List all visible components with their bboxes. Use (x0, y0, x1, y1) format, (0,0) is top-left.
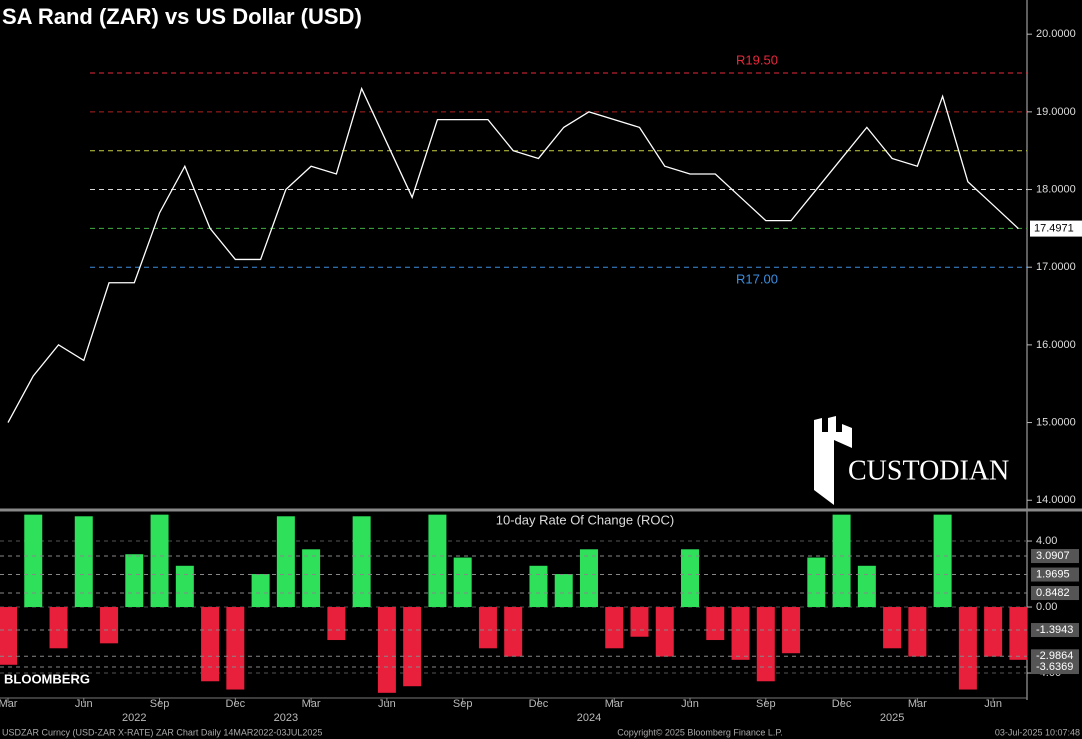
x-tick-label: Sep (150, 698, 170, 710)
roc-bar (428, 514, 447, 608)
price-line (7, 86, 1019, 423)
roc-bar (125, 554, 144, 608)
x-tick-label: Sep (453, 698, 473, 710)
year-label: 2024 (577, 712, 601, 724)
roc-bar (857, 565, 876, 608)
roc-bar (377, 607, 396, 693)
level-label: -3.6369 (1036, 661, 1073, 673)
roc-bar (276, 516, 295, 608)
logo: CUSTODIAN (814, 416, 1009, 505)
level-label: -1.3943 (1036, 624, 1073, 636)
roc-bar (554, 574, 573, 608)
level-label: 0.8482 (1036, 587, 1070, 599)
last-price-label: 17.4971 (1034, 222, 1074, 234)
logo-text: CUSTODIAN (848, 455, 1009, 486)
y-tick-label: 20.0000 (1036, 28, 1076, 40)
x-tick-label: Dec (226, 698, 246, 710)
level-label: 3.0907 (1036, 550, 1070, 562)
y-tick-label: 14.0000 (1036, 494, 1076, 506)
roc-bar (49, 607, 68, 649)
x-tick-label: Mar (302, 698, 321, 710)
roc-bar (251, 574, 270, 608)
source: BLOOMBERG (4, 671, 90, 686)
x-tick-label: Sep (756, 698, 776, 710)
last-price-box (1030, 220, 1082, 237)
roc-bar (352, 516, 371, 608)
level-box (1031, 623, 1079, 638)
roc-bar (883, 607, 902, 649)
year-label: 2022 (122, 712, 146, 724)
panel-title: 10-day Rate Of Change (ROC) (496, 512, 674, 527)
y-tick-label: 19.0000 (1036, 106, 1076, 118)
x-tick-label: Jun (75, 698, 93, 710)
roc-bar (655, 607, 674, 657)
roc-bar (24, 514, 43, 608)
roc-bar (731, 607, 750, 660)
roc-bar (958, 607, 977, 690)
level-label: 1.9695 (1036, 568, 1070, 580)
roc-bar (1009, 607, 1028, 660)
roc-bar (453, 557, 472, 608)
level-box (1031, 549, 1079, 564)
roc-bar (706, 607, 725, 641)
level-box (1031, 567, 1079, 582)
level-box (1031, 586, 1079, 601)
roc-bar (0, 607, 17, 665)
roc-bar (226, 607, 245, 690)
roc-bar (681, 549, 700, 608)
chart-title: SA Rand (ZAR) vs US Dollar (USD) (2, 4, 362, 29)
x-tick-label: Jun (681, 698, 699, 710)
roc-bar (529, 565, 548, 608)
roc-bar (807, 557, 826, 608)
x-tick-label: Jun (984, 698, 1002, 710)
level-label: -2.9864 (1036, 650, 1073, 662)
year-label: 2025 (880, 712, 904, 724)
x-tick-label: Mar (0, 698, 18, 710)
roc-bar (984, 607, 1003, 657)
roc-bar (100, 607, 119, 644)
roc-bar (504, 607, 523, 657)
x-tick-label: Mar (605, 698, 624, 710)
x-tick-label: Mar (908, 698, 927, 710)
roc-bar (74, 516, 93, 608)
timestamp: 03-Jul-2025 10:07:48 (995, 727, 1080, 737)
roc-bar (933, 514, 952, 608)
roc-bar (201, 607, 220, 682)
level-box (1031, 660, 1079, 675)
roc-bar (579, 549, 598, 608)
roc-bar (756, 607, 775, 682)
roc-bar (832, 514, 851, 608)
level-box (1031, 649, 1079, 664)
y-tick-label: 15.0000 (1036, 416, 1076, 428)
roc-bar (175, 565, 194, 608)
roc-bar (630, 607, 649, 637)
y-tick-label: 0.00 (1036, 601, 1057, 613)
footer: USDZAR Curncy (USD-ZAR X-RATE) ZAR Chart… (2, 727, 322, 737)
year-label: 2023 (274, 712, 298, 724)
roc-bar (302, 549, 321, 608)
y-tick-label: 16.0000 (1036, 339, 1076, 351)
x-tick-label: Dec (529, 698, 549, 710)
reference-label: R17.00 (736, 272, 778, 287)
y-tick-label: 4.00 (1036, 535, 1057, 547)
y-tick-label: 17.0000 (1036, 261, 1076, 273)
roc-bar (150, 514, 169, 608)
reference-label: R19.50 (736, 52, 778, 67)
roc-bar (908, 607, 927, 657)
roc-bar (605, 607, 624, 649)
logo-mark (814, 416, 852, 505)
roc-bar (782, 607, 801, 654)
x-tick-label: Dec (832, 698, 852, 710)
roc-bar (403, 607, 422, 687)
y-tick-label: 18.0000 (1036, 183, 1076, 195)
roc-bar (327, 607, 346, 641)
roc-bar (478, 607, 497, 649)
x-tick-label: Jun (378, 698, 396, 710)
copyright: Copyright© 2025 Bloomberg Finance L.P. (617, 727, 783, 737)
